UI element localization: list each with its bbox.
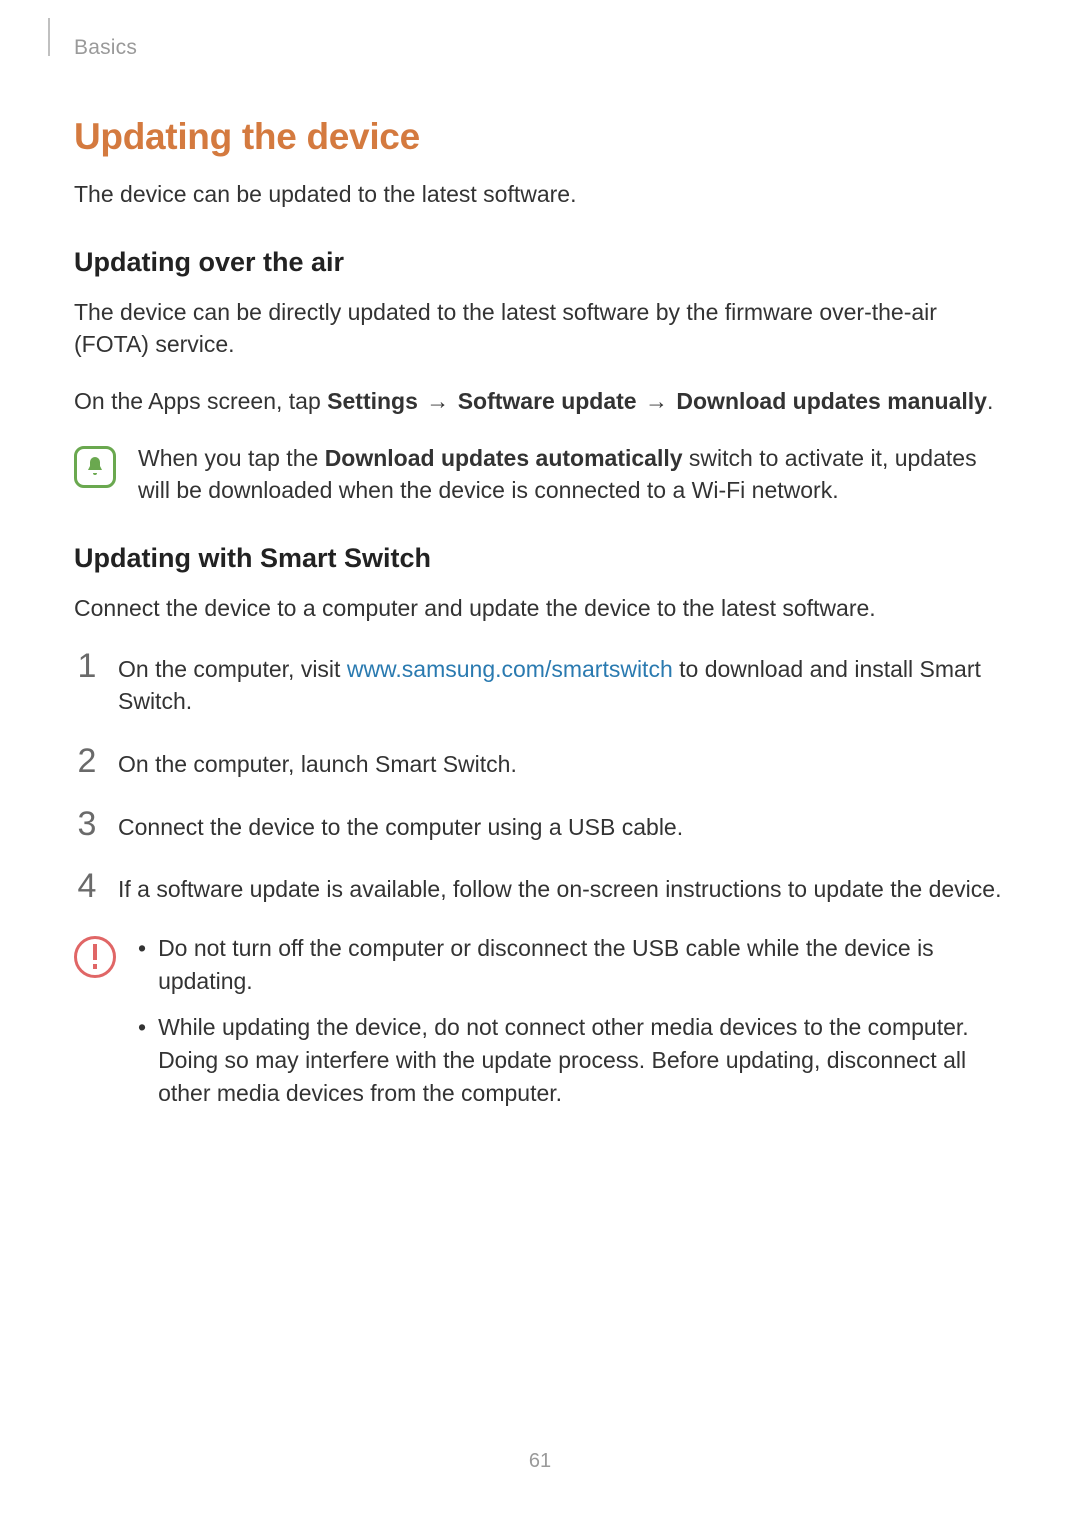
breadcrumb: Basics <box>74 36 1006 60</box>
text-fragment: . <box>987 388 993 414</box>
bullet-icon: • <box>138 1011 146 1109</box>
list-item: 4 If a software update is available, fol… <box>74 869 1006 906</box>
step-number: 2 <box>74 744 100 778</box>
bell-icon <box>74 446 116 488</box>
page-title: Updating the device <box>74 116 1006 158</box>
text-fragment: When you tap the <box>138 445 325 471</box>
page-content: Basics Updating the device The device ca… <box>0 0 1080 1123</box>
arrow-icon: → <box>418 388 458 414</box>
step-text: If a software update is available, follo… <box>118 873 1001 906</box>
arrow-icon: → <box>637 388 677 414</box>
list-item: 1 On the computer, visit www.samsung.com… <box>74 649 1006 718</box>
note-text: When you tap the Download updates automa… <box>138 442 1006 507</box>
list-item: 2 On the computer, launch Smart Switch. <box>74 744 1006 781</box>
nav-download-manually: Download updates manually <box>676 388 987 414</box>
list-item: • While updating the device, do not conn… <box>138 1011 1006 1109</box>
list-item: 3 Connect the device to the computer usi… <box>74 807 1006 844</box>
step-number: 4 <box>74 869 100 903</box>
subheading-ota: Updating over the air <box>74 247 1006 278</box>
subheading-smartswitch: Updating with Smart Switch <box>74 543 1006 574</box>
ota-paragraph-1: The device can be directly updated to th… <box>74 296 1006 361</box>
step-text: On the computer, launch Smart Switch. <box>118 748 517 781</box>
smartswitch-intro: Connect the device to a computer and upd… <box>74 592 1006 625</box>
nav-settings: Settings <box>327 388 418 414</box>
list-item: • Do not turn off the computer or discon… <box>138 932 1006 997</box>
warning-callout: • Do not turn off the computer or discon… <box>74 932 1006 1123</box>
step-number: 3 <box>74 807 100 841</box>
ota-paragraph-2: On the Apps screen, tap Settings → Softw… <box>74 385 1006 418</box>
nav-software-update: Software update <box>458 388 637 414</box>
intro-paragraph: The device can be updated to the latest … <box>74 178 1006 211</box>
page-number: 61 <box>0 1450 1080 1473</box>
text-fragment: On the computer, visit <box>118 656 347 682</box>
switch-label: Download updates automatically <box>325 445 683 471</box>
warning-text: Do not turn off the computer or disconne… <box>158 932 1006 997</box>
warning-list: • Do not turn off the computer or discon… <box>138 932 1006 1123</box>
bullet-icon: • <box>138 932 146 997</box>
step-text: On the computer, visit www.samsung.com/s… <box>118 653 1006 718</box>
step-text: Connect the device to the computer using… <box>118 811 683 844</box>
header-rule <box>48 18 50 56</box>
step-number: 1 <box>74 649 100 683</box>
caution-icon <box>74 936 116 978</box>
warning-text: While updating the device, do not connec… <box>158 1011 1006 1109</box>
steps-list: 1 On the computer, visit www.samsung.com… <box>74 649 1006 906</box>
note-callout: When you tap the Download updates automa… <box>74 442 1006 507</box>
smartswitch-link[interactable]: www.samsung.com/smartswitch <box>347 656 673 682</box>
text-fragment: On the Apps screen, tap <box>74 388 327 414</box>
